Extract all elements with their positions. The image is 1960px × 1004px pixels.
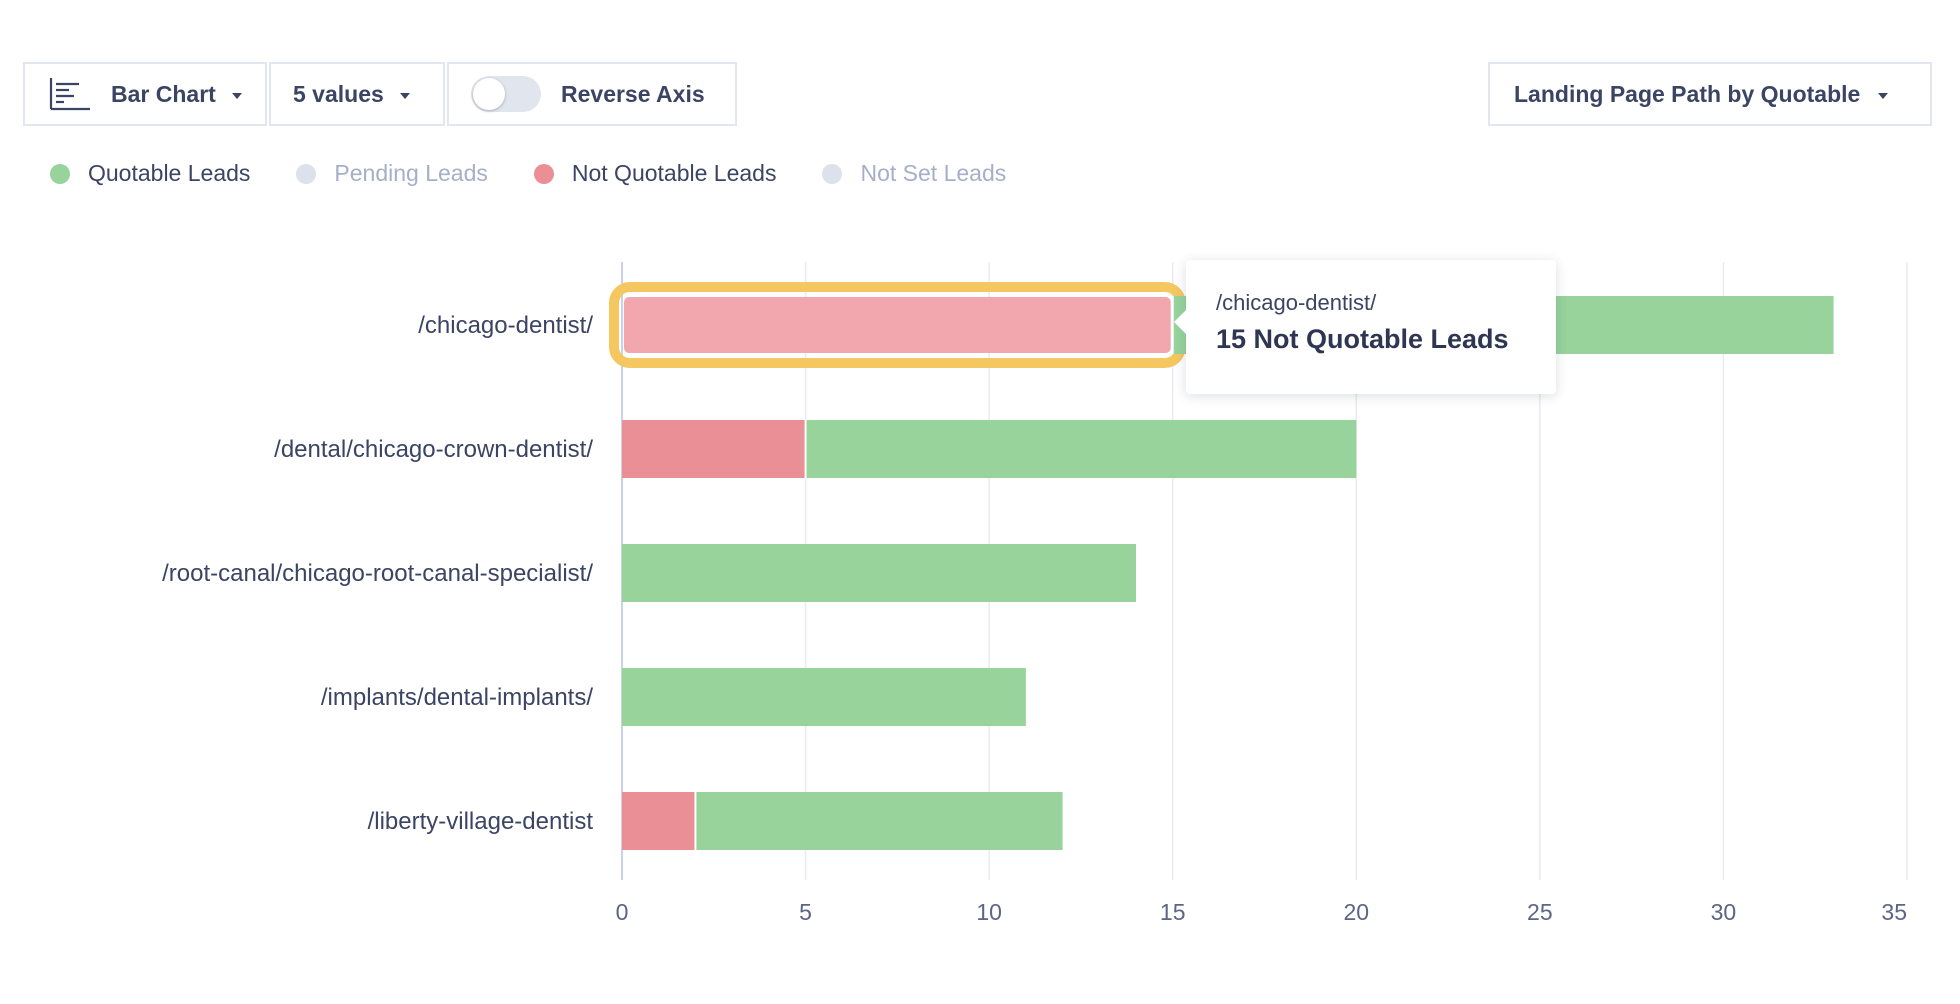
tooltip-title: /chicago-dentist/ bbox=[1216, 290, 1377, 315]
tooltip-value: 15 Not Quotable Leads bbox=[1216, 324, 1509, 354]
bar-chart-icon bbox=[49, 78, 90, 111]
x-tick-label: 30 bbox=[1711, 899, 1737, 925]
bar-segment-not-quotable-leads bbox=[622, 420, 806, 478]
tooltip-arrow bbox=[1174, 310, 1186, 334]
reverse-axis-toggle[interactable] bbox=[471, 76, 541, 112]
bar-segment-not-quotable-leads bbox=[624, 297, 1171, 353]
chart-toolbar: Bar Chart 5 values Reverse Axis bbox=[23, 62, 739, 126]
legend-item-not-quotable[interactable]: Not Quotable Leads bbox=[533, 160, 777, 187]
legend-dot bbox=[296, 163, 317, 184]
bar-segment-quotable-leads bbox=[622, 668, 1026, 726]
bar-segment-quotable-leads bbox=[805, 420, 1357, 478]
legend-label: Pending Leads bbox=[334, 160, 488, 186]
category-label: /liberty-village-dentist bbox=[368, 808, 594, 835]
chart-type-dropdown[interactable]: Bar Chart bbox=[23, 62, 267, 126]
caret-down-icon bbox=[231, 93, 242, 99]
toggle-knob bbox=[473, 78, 505, 110]
category-label: /dental/chicago-crown-dentist/ bbox=[274, 436, 593, 463]
legend-item-not-set[interactable]: Not Set Leads bbox=[822, 160, 1006, 187]
legend-dot bbox=[822, 163, 843, 184]
legend-item-pending[interactable]: Pending Leads bbox=[296, 160, 488, 187]
group-by-label: Landing Page Path by Quotable bbox=[1514, 80, 1861, 107]
group-by-dropdown[interactable]: Landing Page Path by Quotable bbox=[1488, 62, 1932, 126]
bar-segment-quotable-leads bbox=[622, 544, 1136, 602]
chart-type-label: Bar Chart bbox=[111, 80, 216, 107]
x-tick-label: 0 bbox=[616, 899, 629, 925]
bar-segment-quotable-leads bbox=[695, 792, 1063, 850]
legend-dot bbox=[533, 163, 554, 184]
legend-label: Quotable Leads bbox=[88, 160, 251, 186]
category-label: /chicago-dentist/ bbox=[418, 312, 593, 339]
values-count-label: 5 values bbox=[293, 80, 384, 107]
bar-segment-not-quotable-leads bbox=[622, 792, 696, 850]
category-label: /implants/dental-implants/ bbox=[321, 684, 593, 711]
caret-down-icon bbox=[399, 93, 410, 99]
legend-label: Not Set Leads bbox=[860, 160, 1007, 186]
caret-down-icon bbox=[1878, 93, 1889, 99]
x-tick-label: 15 bbox=[1160, 899, 1186, 925]
x-tick-label: 25 bbox=[1527, 899, 1553, 925]
chart-tooltip: /chicago-dentist/ 15 Not Quotable Leads bbox=[1174, 260, 1556, 394]
x-tick-label: 35 bbox=[1881, 899, 1907, 925]
x-tick-label: 20 bbox=[1343, 899, 1369, 925]
legend-item-quotable[interactable]: Quotable Leads bbox=[50, 160, 250, 187]
legend-dot bbox=[50, 163, 70, 184]
x-tick-label: 5 bbox=[799, 899, 812, 925]
category-label: /root-canal/chicago-root-canal-specialis… bbox=[162, 560, 593, 587]
x-tick-label: 10 bbox=[976, 899, 1002, 925]
legend-label: Not Quotable Leads bbox=[571, 160, 777, 186]
chart-legend: Quotable Leads Pending Leads Not Quotabl… bbox=[50, 160, 1052, 187]
reverse-axis-label: Reverse Axis bbox=[561, 80, 705, 107]
values-count-dropdown[interactable]: 5 values bbox=[269, 62, 445, 126]
reverse-axis-control: Reverse Axis bbox=[447, 62, 737, 126]
